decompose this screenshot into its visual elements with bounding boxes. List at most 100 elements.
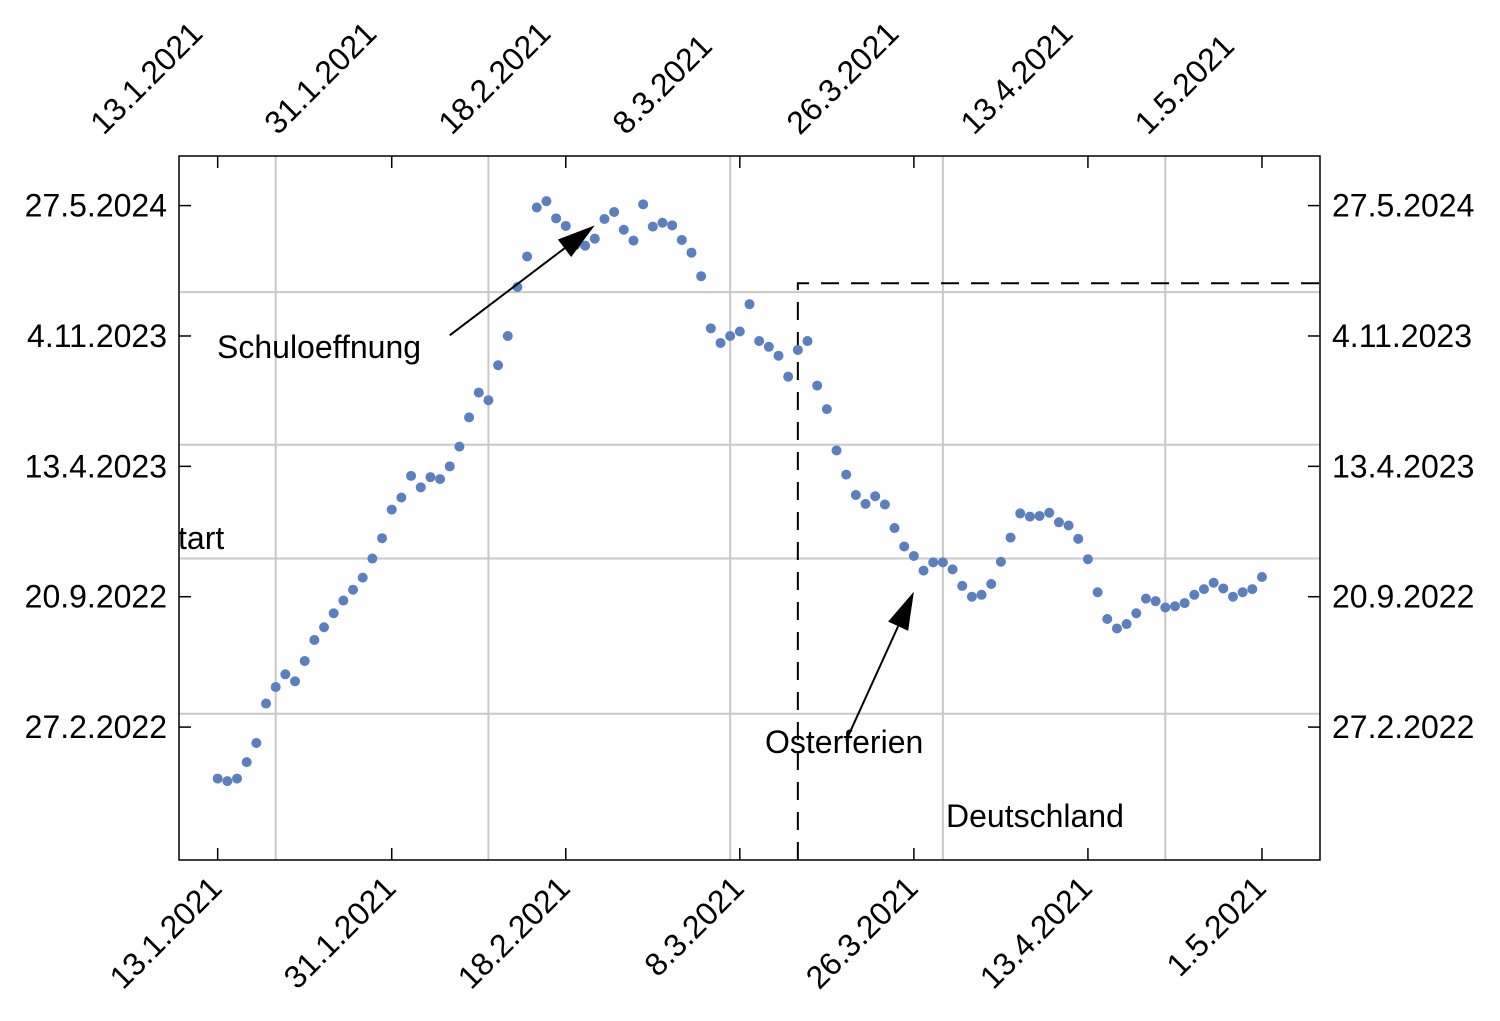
data-point [899,541,910,552]
data-point [647,221,658,232]
data-point [628,235,639,246]
x-tick-label-top: 31.1.2021 [257,15,383,141]
x-tick-label-top: 1.5.2021 [1127,27,1241,141]
data-point [1131,608,1142,619]
data-point [338,595,349,606]
annotations: Schuloeffnung Osterferien Deutschland start [162,225,1124,834]
data-point [1053,517,1064,528]
gridlines [179,156,1320,860]
y-tick-label-left: 20.9.2022 [25,579,167,615]
y-tick-label-left: 27.5.2024 [25,188,167,224]
data-point [328,608,339,619]
x-tick-label-top: 13.4.2021 [953,15,1079,141]
data-point [1198,584,1209,595]
annotation-start: start [162,520,224,556]
data-point [618,224,629,235]
plot-frame [178,155,1321,861]
y-tick-label-right: 27.2.2022 [1332,709,1474,745]
data-point [734,326,745,337]
y-tick-label-right: 20.9.2022 [1332,579,1474,615]
data-point [299,655,310,666]
data-point [1092,587,1103,598]
data-point [232,773,243,784]
osterferien-arrow-line [845,625,900,741]
data-point [995,556,1006,567]
data-point [792,344,803,355]
data-point [415,482,426,493]
data-point [212,773,223,784]
y-tick-label-right: 13.4.2023 [1332,448,1474,484]
data-point [560,220,571,231]
data-point [319,622,330,633]
axis-ticks [179,156,1320,860]
data-points [212,196,1267,787]
data-point [425,472,436,483]
data-point [918,565,929,576]
data-point [686,247,697,258]
annotation-deutschland: Deutschland [946,798,1124,834]
data-point [821,404,832,415]
dashed-guide [796,282,1320,860]
data-point [986,578,997,589]
data-point [928,557,939,568]
data-point [1063,520,1074,531]
data-point [715,337,726,348]
data-point [754,336,765,347]
data-point [290,676,301,687]
data-point [889,523,900,534]
data-point [599,213,610,224]
data-point [396,492,407,503]
x-tick-label-top: 8.3.2021 [605,27,719,141]
data-point [879,499,890,510]
x-tick-label-bottom: 18.2.2021 [451,869,577,995]
data-point [1189,589,1200,600]
data-point [367,553,378,564]
data-point [280,669,291,680]
y-tick-label-left: 27.2.2022 [25,709,167,745]
data-point [261,698,272,709]
data-point [802,336,813,347]
data-point [1247,584,1258,595]
data-point [435,474,446,485]
x-tick-label-bottom: 31.1.2021 [277,869,403,995]
data-point [966,591,977,602]
data-point [609,206,620,217]
data-point [1073,533,1084,544]
data-point [831,445,842,456]
data-point [444,461,455,472]
osterferien-arrow-head [888,591,914,631]
data-point [1237,587,1248,598]
data-point [222,776,233,787]
data-point [1208,577,1219,588]
data-point [541,196,552,207]
data-point [1256,572,1267,583]
data-point [502,330,513,341]
x-tick-label-top: 13.1.2021 [83,15,209,141]
data-point [676,234,687,245]
data-point [1024,511,1035,522]
schuloeffnung-arrow-line [449,247,566,337]
x-tick-label-bottom: 1.5.2021 [1159,869,1273,983]
data-point [1082,554,1093,565]
data-point [705,323,716,334]
data-point [483,395,494,406]
data-point [638,199,649,210]
data-point [744,299,755,310]
data-point [580,240,591,251]
data-point [270,682,281,693]
data-point [1150,596,1161,607]
data-point [1160,602,1171,613]
annotation-schuloeffnung: Schuloeffnung [217,329,421,365]
data-point [976,589,987,600]
data-point [957,580,968,591]
x-tick-label-bottom: 13.1.2021 [103,869,229,995]
axis-tick-labels: 13.1.2021 13.1.2021 31.1.2021 31.1.2021 18.2… [25,15,1475,996]
data-point [1102,613,1113,624]
x-tick-label-top: 18.2.2021 [431,15,557,141]
data-point [657,217,668,228]
data-point [348,584,359,595]
y-tick-label-left: 13.4.2023 [25,448,167,484]
data-point [309,634,320,645]
data-point [531,202,542,213]
